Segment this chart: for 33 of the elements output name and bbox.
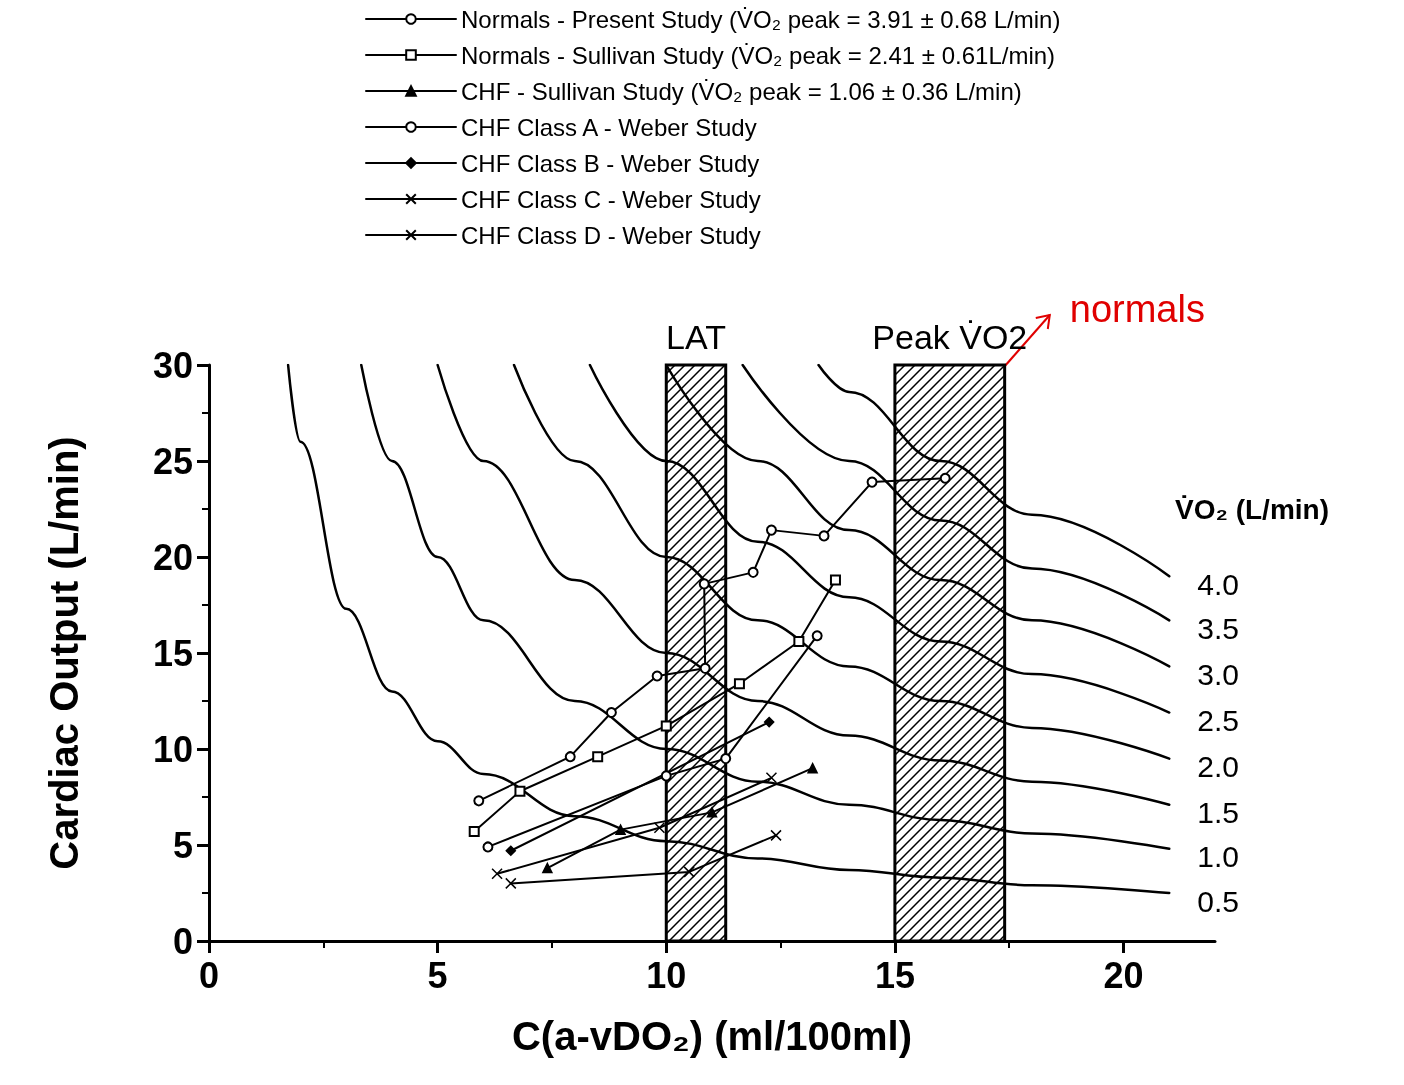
legend-label: CHF Class C - Weber Study bbox=[461, 185, 761, 213]
legend-label: CHF Class D - Weber Study bbox=[461, 221, 761, 249]
text: normals bbox=[1069, 288, 1205, 330]
series-label: 4.0 bbox=[1197, 567, 1239, 601]
x-tick-label: 0 bbox=[198, 954, 220, 996]
series-label: 3.5 bbox=[1197, 611, 1239, 645]
legend-label: Normals - Present Study (V̇O₂ peak = 3.91 ± 0.68 L/min) bbox=[461, 5, 1061, 33]
series-label: 1.5 bbox=[1197, 796, 1239, 830]
annotation: V̇O₂ (L/min) bbox=[1175, 493, 1329, 525]
y-tick-label: 0 bbox=[172, 920, 193, 962]
series-label: 3.0 bbox=[1197, 657, 1239, 691]
series-label: 0.5 bbox=[1197, 884, 1239, 918]
y-tick-label: 15 bbox=[152, 632, 193, 674]
series-label: 2.0 bbox=[1197, 750, 1239, 784]
series-label: 1.0 bbox=[1197, 840, 1239, 874]
y-tick-label: 25 bbox=[152, 440, 193, 482]
x-tick-label: 10 bbox=[646, 954, 687, 996]
x-tick-label: 20 bbox=[1103, 954, 1144, 996]
band-label: LAT bbox=[666, 317, 726, 356]
y-tick-label: 5 bbox=[172, 824, 193, 866]
y-axis-title: Cardiac Output (L/min) bbox=[42, 436, 86, 870]
legend-label: CHF - Sullivan Study (V̇O₂ peak = 1.06 ± 0.36 L/min) bbox=[461, 77, 1022, 105]
x-tick-label: 5 bbox=[427, 954, 448, 996]
y-tick-label: 30 bbox=[152, 344, 193, 386]
y-tick-label: 10 bbox=[152, 728, 193, 770]
y-tick-label: 20 bbox=[152, 536, 193, 578]
series-label: 2.5 bbox=[1197, 704, 1239, 738]
band-label: Peak V̇O2 bbox=[872, 317, 1028, 356]
legend-label: CHF Class B - Weber Study bbox=[461, 149, 760, 177]
legend-label: Normals - Sullivan Study (V̇O₂ peak = 2.41 ± 0.61L/min) bbox=[461, 41, 1056, 69]
x-axis-title: C(a-vDO₂) (ml/100ml) bbox=[511, 1014, 913, 1058]
legend-label: CHF Class A - Weber Study bbox=[461, 113, 757, 141]
x-tick-label: 15 bbox=[874, 954, 915, 996]
